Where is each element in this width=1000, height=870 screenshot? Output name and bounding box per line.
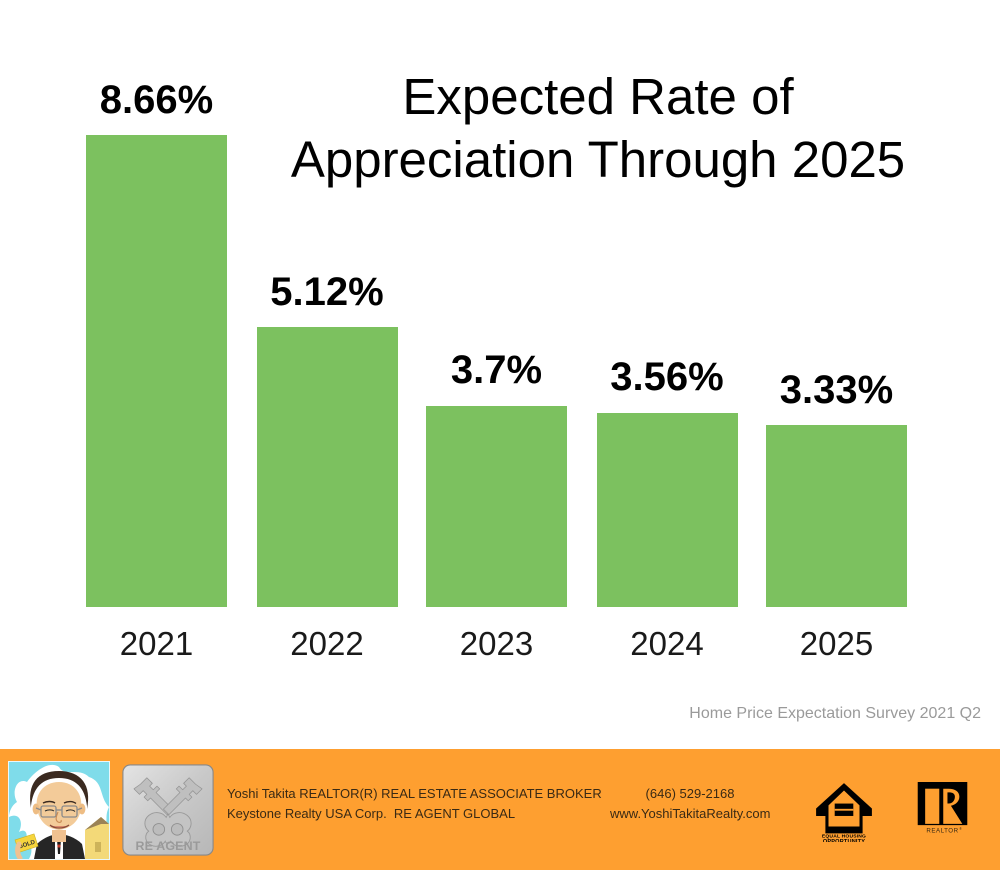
svg-text:®: ® (959, 827, 962, 831)
svg-text:REALTOR: REALTOR (926, 828, 958, 835)
svg-text:OPPORTUNITY: OPPORTUNITY (823, 839, 865, 842)
svg-text:RE AGENT: RE AGENT (135, 839, 200, 853)
